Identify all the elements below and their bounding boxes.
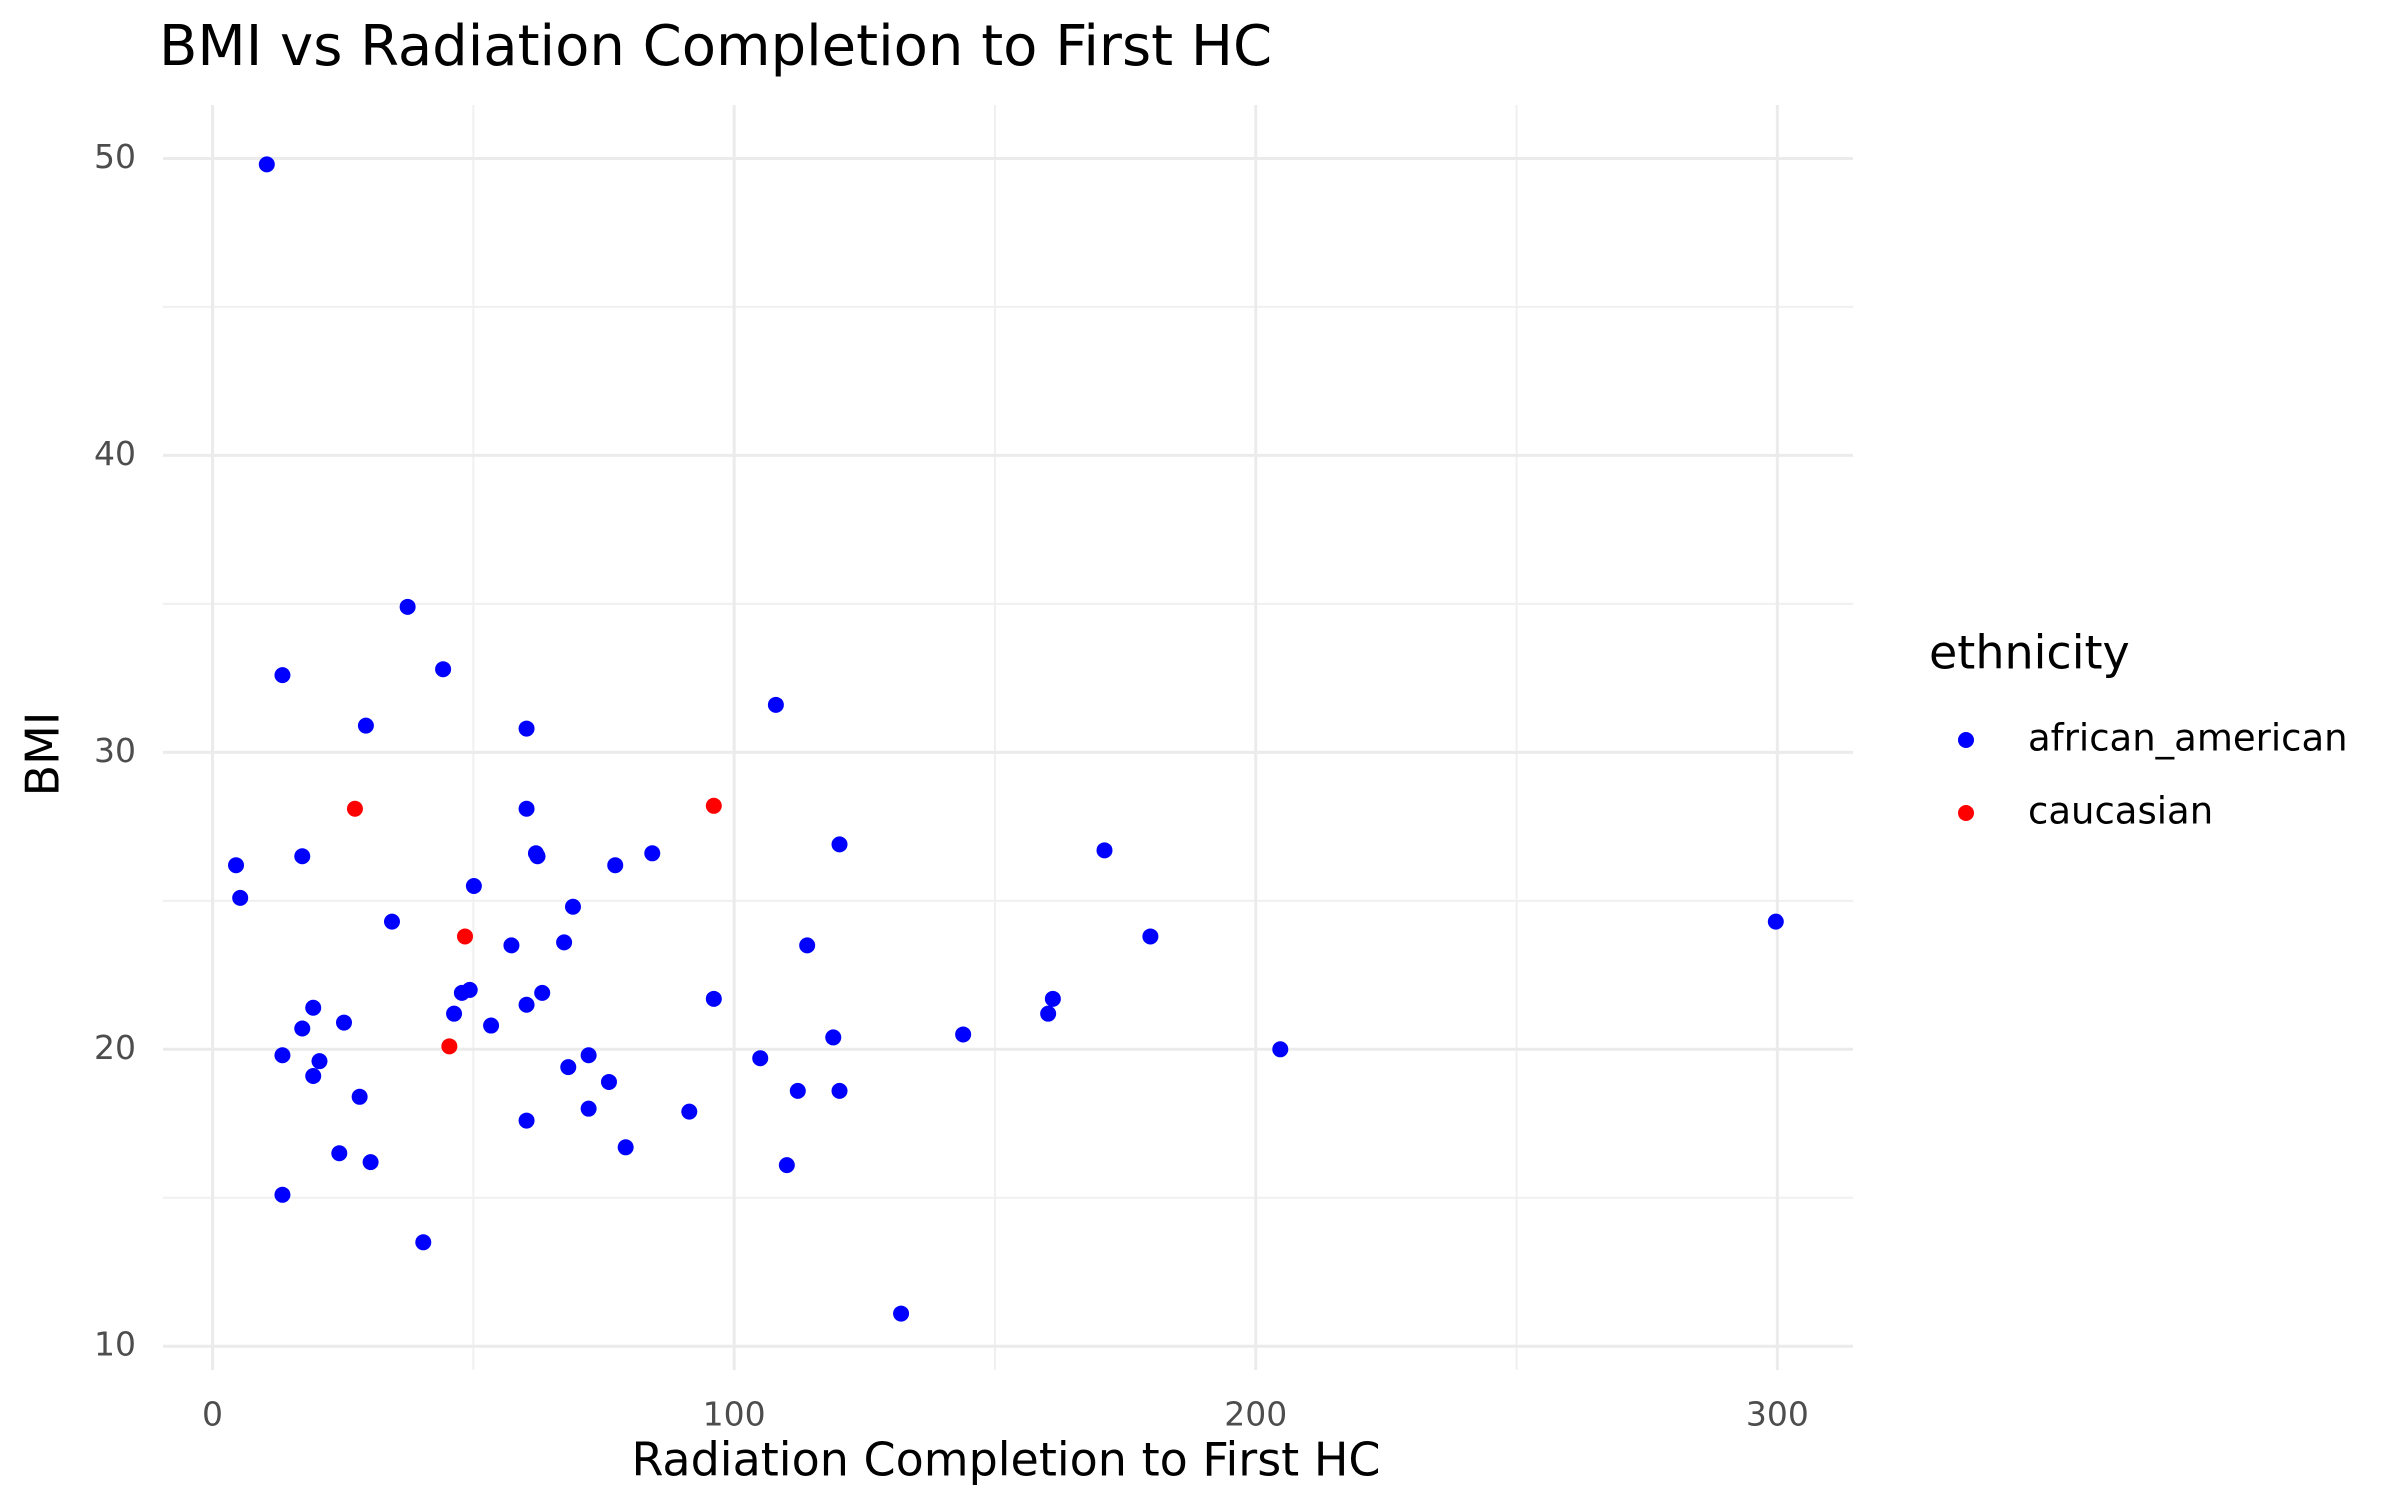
point <box>600 1073 617 1090</box>
point <box>518 1112 535 1129</box>
legend-label: african_american <box>2028 717 2348 760</box>
point <box>457 928 474 945</box>
point <box>1044 990 1061 1007</box>
point <box>799 937 816 954</box>
x-tick-label: 300 <box>1746 1395 1809 1434</box>
y-tick-label: 40 <box>94 434 136 473</box>
point <box>778 1157 795 1174</box>
x-axis-title: Radiation Completion to First HC <box>631 1433 1380 1487</box>
y-axis-title: BMI <box>16 712 70 797</box>
point <box>681 1103 698 1120</box>
chart-title: BMI vs Radiation Completion to First HC <box>159 14 1272 79</box>
point <box>362 1154 379 1171</box>
point <box>465 877 482 894</box>
point <box>311 1053 328 1070</box>
point <box>1096 842 1113 859</box>
point <box>305 999 322 1016</box>
point <box>893 1305 910 1322</box>
point <box>1040 1005 1057 1022</box>
x-tick-label: 0 <box>202 1395 223 1434</box>
legend-key <box>1958 732 1974 748</box>
y-tick-label: 20 <box>94 1028 136 1067</box>
point <box>483 1017 500 1034</box>
y-tick-label: 50 <box>94 137 136 176</box>
point <box>274 1047 291 1064</box>
point <box>580 1047 597 1064</box>
point <box>346 800 363 817</box>
point <box>752 1050 769 1067</box>
point <box>357 717 374 734</box>
point <box>831 836 848 853</box>
point <box>556 934 573 951</box>
point <box>1767 913 1784 930</box>
point <box>1272 1041 1289 1058</box>
point <box>232 889 249 906</box>
point <box>415 1234 432 1251</box>
point <box>825 1029 842 1046</box>
point <box>607 857 624 874</box>
point <box>441 1038 458 1055</box>
point <box>503 937 520 954</box>
point <box>294 1020 311 1037</box>
point <box>705 990 722 1007</box>
point <box>560 1059 577 1076</box>
x-tick-label: 200 <box>1224 1395 1287 1434</box>
point <box>705 797 722 814</box>
y-tick-label: 10 <box>94 1325 136 1364</box>
legend-title: ethnicity <box>1929 626 2130 680</box>
point <box>644 845 661 862</box>
point <box>446 1005 463 1022</box>
point <box>258 156 275 173</box>
legend-label: caucasian <box>2028 790 2213 833</box>
point <box>331 1145 348 1162</box>
point <box>399 598 416 615</box>
point <box>564 898 581 915</box>
legend-key <box>1958 805 1974 821</box>
y-tick-label: 30 <box>94 731 136 770</box>
point <box>1142 928 1159 945</box>
point <box>294 848 311 865</box>
point <box>383 913 400 930</box>
point <box>767 696 784 713</box>
x-tick-label: 100 <box>703 1395 766 1434</box>
point <box>518 720 535 737</box>
point <box>274 1186 291 1203</box>
point <box>228 857 245 874</box>
point <box>518 800 535 817</box>
point <box>461 981 478 998</box>
point <box>617 1139 634 1156</box>
point <box>534 984 551 1001</box>
point <box>274 667 291 684</box>
point <box>335 1014 352 1031</box>
point <box>580 1100 597 1117</box>
point <box>305 1068 322 1085</box>
point <box>351 1088 368 1105</box>
point <box>955 1026 972 1043</box>
point <box>529 848 546 865</box>
point <box>831 1082 848 1099</box>
point <box>518 996 535 1013</box>
point <box>789 1082 806 1099</box>
point <box>435 661 452 678</box>
